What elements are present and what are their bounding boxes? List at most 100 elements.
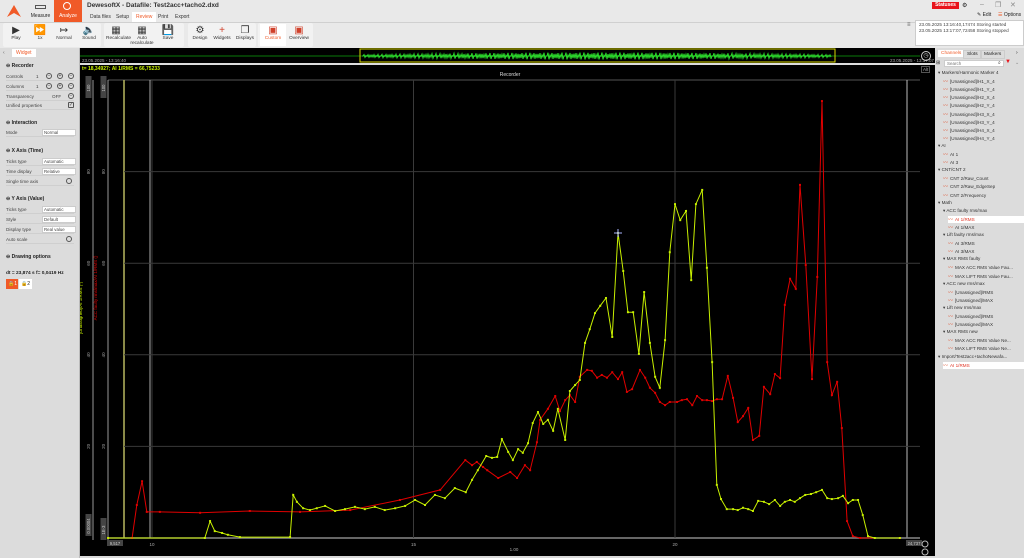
channel-item[interactable]: 〰 MAX LIFT RMS Value Ne... (948, 345, 1011, 352)
save-button[interactable]: 💾 Save (158, 24, 178, 46)
channel-item[interactable]: 〰 AI 1/RMS (943, 361, 1024, 369)
edit-button[interactable]: ✎ Edit (977, 12, 991, 18)
section-interaction[interactable]: ⊖ Interaction (6, 120, 38, 126)
style-select[interactable]: Default (42, 215, 76, 223)
mode-select[interactable]: Normal (42, 128, 76, 136)
tree-group[interactable]: ▾ AI (938, 143, 946, 149)
channel-item[interactable]: 〰 AI 3 (943, 159, 958, 166)
channel-item[interactable]: 〰 AI 1/RMS (948, 215, 1024, 223)
single-time-axis-toggle[interactable] (66, 178, 72, 184)
tab-data-files[interactable]: Data files (90, 14, 111, 20)
decrease-button[interactable]: − (46, 83, 52, 89)
transparency-button[interactable]: − (68, 93, 74, 99)
channel-item[interactable]: 〰 [Unassigned]/H3_Y_4 (943, 119, 995, 126)
tree-group[interactable]: ▾ ACC new rms/max (943, 281, 985, 287)
tab-slots[interactable]: Slots (963, 50, 982, 59)
tree-group[interactable]: ▾ ACC faulty rms/max (943, 208, 987, 214)
channel-item[interactable]: 〰 [Unassigned]/MAX (948, 297, 993, 304)
collapse-panel-button[interactable]: ‹ (3, 50, 5, 56)
channel-item[interactable]: 〰 CNT 2/Raw_Count (943, 175, 988, 182)
minimize-button[interactable]: – (980, 1, 984, 8)
channel-item[interactable]: 〰 [Unassigned]/RMS (948, 289, 993, 296)
reset-button[interactable]: − (68, 83, 74, 89)
x-ticks-select[interactable]: Automatic (42, 157, 76, 165)
mode-measure-button[interactable]: Measure (27, 0, 54, 22)
options-button[interactable]: ☰ Options (998, 12, 1021, 18)
tab-print[interactable]: Print (158, 14, 169, 20)
tree-group[interactable]: ▾ Import/Test2acc+tachoNewafa... (938, 354, 1007, 360)
channel-item[interactable]: 〰 [Unassigned]/MAX (948, 321, 993, 328)
tab-review[interactable]: Review (132, 12, 157, 22)
channel-item[interactable]: 〰 MAX ACC RMS Value Fau... (948, 264, 1013, 271)
mode-analyze-button[interactable]: Analyze (54, 0, 82, 22)
tab-markers[interactable]: Markers (980, 50, 1006, 59)
recalculate-button[interactable]: ▦ Recalculate (106, 24, 131, 46)
tree-view-icon[interactable]: ⊞ (936, 60, 941, 66)
channel-item[interactable]: 〰 AI 3/RMS (948, 240, 975, 247)
tree-group[interactable]: ▾ Lift new rms/max (943, 305, 981, 311)
channel-item[interactable]: 〰 [Unassigned]/H4_X_4 (943, 127, 995, 134)
auto-recalculate-button[interactable]: ▦ Auto recalculate (127, 24, 157, 47)
tree-group[interactable]: ▾ Markers/Harmonic Marker 4 (938, 70, 999, 76)
filter-dropdown-icon[interactable]: ⌄ (1015, 60, 1020, 66)
overview-button[interactable]: ▣ Overview (287, 24, 311, 46)
sound-button[interactable]: 🔈 Sound (77, 24, 101, 46)
section-drawing-options[interactable]: ⊖ Drawing options (6, 254, 51, 260)
play-button[interactable]: ▶ Play (5, 24, 27, 46)
custom-button[interactable]: ▣ Custom (260, 24, 286, 46)
close-button[interactable]: ✕ (1010, 2, 1016, 9)
settings-gear-icon[interactable]: ⚙ (962, 3, 968, 9)
design-button[interactable]: ⚙ Design (190, 24, 210, 46)
1x-button[interactable]: ⏩ 1x (29, 24, 51, 46)
recorder-widget[interactable]: 20 20 40 40 60 60 80 80 100 100 0.00004 1E-3 [Unassi… (80, 48, 935, 556)
statuses-button[interactable]: Statuses (932, 2, 959, 9)
clock-icon[interactable]: ◷ (921, 51, 931, 61)
increase-button[interactable]: + (57, 83, 63, 89)
channel-item[interactable]: 〰 [Unassigned]/H1_Y_4 (943, 86, 995, 93)
channel-item[interactable]: 〰 AI 1 (943, 151, 958, 158)
reset-button[interactable]: − (68, 73, 74, 79)
time-display-select[interactable]: Relative (42, 167, 76, 175)
section-recorder[interactable]: ⊖ Recorder (6, 63, 34, 69)
channel-item[interactable]: 〰 AI 1/MAX (948, 224, 974, 231)
cursor-lock-2-button[interactable]: 🔒2 (19, 279, 32, 289)
tab-widget[interactable]: Widget (12, 49, 36, 57)
decrease-button[interactable]: − (46, 73, 52, 79)
tab-export[interactable]: Export (175, 14, 190, 20)
recorder-chart[interactable]: 20 20 40 40 60 60 80 80 100 100 0.00004 1E-3 [Unassi… (80, 48, 935, 556)
tab-setup[interactable]: Setup (116, 14, 130, 20)
channel-item[interactable]: 〰 [Unassigned]/H1_X_4 (943, 78, 995, 85)
channel-item[interactable]: 〰 [Unassigned]/H3_X_4 (943, 111, 995, 118)
cursor-lock-1-button[interactable]: 🔒1 (6, 279, 18, 289)
tree-group[interactable]: ▾ CNT/CNT 2 (938, 167, 966, 173)
auto-scale-toggle[interactable] (66, 236, 72, 242)
maximize-button[interactable]: ❐ (995, 2, 1002, 9)
tree-group[interactable]: ▾ Math (938, 200, 952, 206)
tree-group[interactable]: ▾ Lift faulty rms/max (943, 232, 984, 238)
y-ticks-select[interactable]: Automatic (42, 205, 76, 213)
normal-button[interactable]: ↦ Normal (52, 24, 76, 46)
channel-item[interactable]: 〰 MAX ACC RMS Value Ne... (948, 337, 1011, 344)
channel-item[interactable]: 〰 [Unassigned]/RMS (948, 313, 993, 320)
channel-item[interactable]: 〰 CNT 2/Frequency (943, 192, 986, 199)
channel-item[interactable]: 〰 [Unassigned]/H2_X_4 (943, 94, 995, 101)
corner-label[interactable]: Alt (921, 66, 931, 73)
widgets-button[interactable]: + Widgets (210, 24, 234, 46)
unified-properties-checkbox[interactable]: ✓ (68, 102, 74, 108)
tree-group[interactable]: ▾ MAX RMS new (943, 329, 978, 335)
channel-item[interactable]: 〰 [Unassigned]/H4_Y_4 (943, 135, 995, 142)
tree-group[interactable]: ▾ MAX RMS faulty (943, 256, 980, 262)
channel-item[interactable]: 〰 MAX LIFT RMS Value Fau... (948, 273, 1013, 280)
log-toggle-icon[interactable]: ≡ (907, 22, 911, 28)
more-tabs-icon[interactable]: › (1016, 50, 1018, 56)
display-type-select[interactable]: Real value (42, 225, 76, 233)
channel-item[interactable]: 〰 AI 3/MAX (948, 248, 974, 255)
channel-item[interactable]: 〰 [Unassigned]/H2_Y_4 (943, 102, 995, 109)
increase-button[interactable]: + (57, 73, 63, 79)
section-x-axis[interactable]: ⊖ X Axis (Time) (6, 148, 43, 154)
channel-item[interactable]: 〰 CNT 2/Raw_EdgeSep (943, 183, 995, 190)
tab-channels[interactable]: Channels (938, 50, 965, 57)
channel-search-input[interactable] (944, 60, 1004, 67)
displays-button[interactable]: ❐ Displays (233, 24, 257, 46)
filter-icon[interactable]: ▼ (1005, 59, 1011, 65)
